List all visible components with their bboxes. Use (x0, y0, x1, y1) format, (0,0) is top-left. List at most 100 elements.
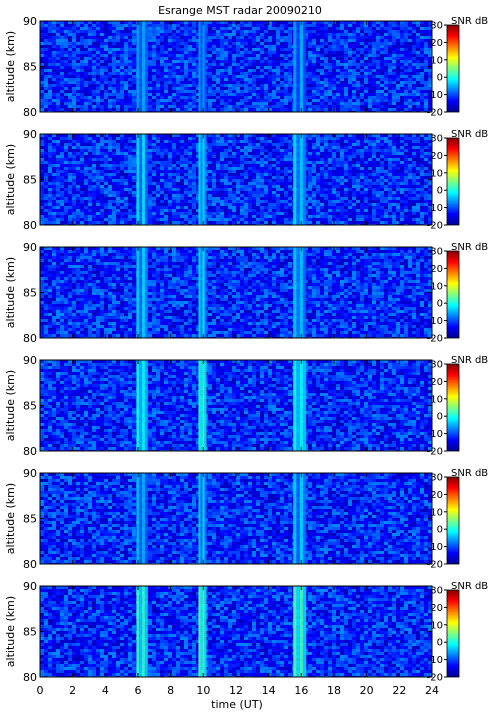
snr-cell (424, 51, 428, 54)
snr-cell (132, 84, 136, 87)
snr-cell (324, 66, 328, 69)
snr-cell (404, 54, 408, 57)
snr-cell (392, 66, 396, 69)
snr-cell (232, 188, 236, 191)
snr-cell (256, 39, 260, 42)
snr-cell (224, 69, 228, 72)
snr-cell (320, 84, 324, 87)
snr-cell (372, 39, 376, 42)
snr-cell (388, 42, 392, 45)
snr-cell (288, 108, 292, 111)
snr-cell (408, 99, 412, 102)
snr-cell (264, 161, 268, 164)
snr-cell (240, 158, 244, 161)
snr-cell (188, 33, 192, 36)
snr-cell (412, 149, 416, 152)
snr-cell (92, 105, 96, 108)
snr-cell (400, 170, 404, 173)
snr-cell (284, 179, 288, 182)
snr-cell (308, 137, 312, 140)
snr-cell (424, 66, 428, 69)
snr-cell (272, 51, 276, 54)
snr-cell (44, 87, 48, 90)
snr-cell (280, 155, 284, 158)
snr-cell (424, 39, 428, 42)
snr-cell (84, 57, 88, 60)
snr-cell (64, 33, 68, 36)
snr-cell (132, 63, 136, 66)
snr-cell (244, 158, 248, 161)
snr-cell (56, 27, 60, 30)
snr-cell (52, 63, 56, 66)
snr-cell (184, 143, 188, 146)
snr-cell (128, 48, 132, 51)
snr-cell (92, 66, 96, 69)
snr-cell (176, 75, 180, 78)
snr-cell (268, 161, 272, 164)
snr-cell (124, 51, 128, 54)
snr-cell (388, 143, 392, 146)
snr-cell (72, 66, 76, 69)
snr-cell (424, 176, 428, 179)
snr-cell (340, 33, 344, 36)
snr-cell (388, 146, 392, 149)
snr-cell (396, 161, 400, 164)
snr-cell (340, 155, 344, 158)
snr-cell (404, 152, 408, 155)
snr-cell (364, 96, 368, 99)
snr-cell (416, 57, 420, 60)
snr-cell (248, 45, 252, 48)
snr-cell (412, 176, 416, 179)
snr-cell (276, 149, 280, 152)
snr-cell (348, 48, 352, 51)
snr-cell (348, 45, 352, 48)
snr-cell (340, 158, 344, 161)
snr-cell (192, 99, 196, 102)
snr-cell (56, 185, 60, 188)
snr-cell (188, 48, 192, 51)
snr-cell (332, 72, 336, 75)
snr-cell (116, 36, 120, 39)
snr-cell (412, 164, 416, 167)
snr-cell (224, 146, 228, 149)
snr-cell (40, 96, 44, 99)
snr-cell (376, 66, 380, 69)
snr-cell (128, 149, 132, 152)
snr-cell (312, 39, 316, 42)
snr-cell (64, 93, 68, 96)
snr-cell (64, 164, 68, 167)
snr-cell (192, 36, 196, 39)
snr-cell (396, 78, 400, 81)
snr-cell (80, 105, 84, 108)
snr-cell (176, 158, 180, 161)
snr-cell (340, 182, 344, 185)
snr-cell (332, 36, 336, 39)
snr-cell (396, 90, 400, 93)
snr-cell (120, 45, 124, 48)
snr-cell (324, 30, 328, 33)
snr-cell (352, 161, 356, 164)
snr-cell (84, 188, 88, 191)
snr-cell (372, 140, 376, 143)
snr-cell (96, 170, 100, 173)
snr-cell (320, 140, 324, 143)
snr-cell (412, 158, 416, 161)
snr-cell (392, 167, 396, 170)
snr-cell (420, 93, 424, 96)
snr-cell (336, 84, 340, 87)
snr-cell (248, 182, 252, 185)
snr-cell (92, 72, 96, 75)
snr-cell (100, 90, 104, 93)
snr-cell (372, 48, 376, 51)
snr-cell (84, 33, 88, 36)
snr-cell (52, 140, 56, 143)
snr-cell (288, 96, 292, 99)
snr-cell (248, 176, 252, 179)
snr-cell (192, 137, 196, 140)
snr-cell (224, 42, 228, 45)
snr-cell (248, 27, 252, 30)
snr-cell (284, 39, 288, 42)
snr-cell (176, 63, 180, 66)
snr-cell (244, 173, 248, 176)
snr-cell (100, 27, 104, 30)
